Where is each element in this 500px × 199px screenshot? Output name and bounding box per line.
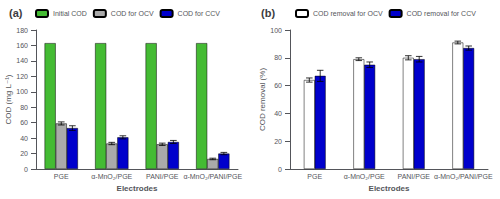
svg-text:α-MnO₂/PANI/PGE: α-MnO₂/PANI/PGE <box>434 173 493 180</box>
svg-text:PANI/PGE: PANI/PGE <box>397 173 430 180</box>
svg-text:PGE: PGE <box>307 173 322 180</box>
svg-text:20: 20 <box>274 138 282 145</box>
svg-text:PGE: PGE <box>54 173 69 180</box>
svg-text:COD removal (%): COD removal (%) <box>258 68 267 131</box>
svg-text:80: 80 <box>274 54 282 61</box>
svg-text:40: 40 <box>274 110 282 117</box>
svg-text:80: 80 <box>20 104 28 111</box>
svg-text:60: 60 <box>20 119 28 126</box>
svg-text:20: 20 <box>20 150 28 157</box>
svg-text:COD for CCV: COD for CCV <box>178 10 221 17</box>
svg-text:α-MnO₂/PGE: α-MnO₂/PGE <box>91 173 132 180</box>
svg-text:160: 160 <box>16 42 28 49</box>
svg-text:40: 40 <box>20 135 28 142</box>
svg-text:COD removal for OCV: COD removal for OCV <box>313 10 383 17</box>
svg-text:Initial COD: Initial COD <box>53 10 87 17</box>
svg-text:100: 100 <box>270 27 282 34</box>
svg-text:0: 0 <box>278 166 282 173</box>
svg-text:COD (mg L⁻¹): COD (mg L⁻¹) <box>4 74 13 124</box>
svg-text:COD for OCV: COD for OCV <box>111 10 154 17</box>
svg-text:120: 120 <box>16 73 28 80</box>
svg-text:180: 180 <box>16 27 28 34</box>
svg-text:60: 60 <box>274 82 282 89</box>
svg-text:COD removal for CCV: COD removal for CCV <box>407 10 477 17</box>
svg-text:0: 0 <box>24 166 28 173</box>
svg-text:PANI/PGE: PANI/PGE <box>146 173 179 180</box>
svg-text:140: 140 <box>16 57 28 64</box>
svg-text:Electrodes: Electrodes <box>369 184 410 193</box>
svg-text:(b): (b) <box>261 7 275 19</box>
svg-text:α-MnO₂/PANI/PGE: α-MnO₂/PANI/PGE <box>183 173 242 180</box>
svg-text:α-MnO₂/PGE: α-MnO₂/PGE <box>344 173 385 180</box>
svg-text:(a): (a) <box>9 7 23 19</box>
svg-text:100: 100 <box>16 88 28 95</box>
svg-text:Electrodes: Electrodes <box>117 184 158 193</box>
